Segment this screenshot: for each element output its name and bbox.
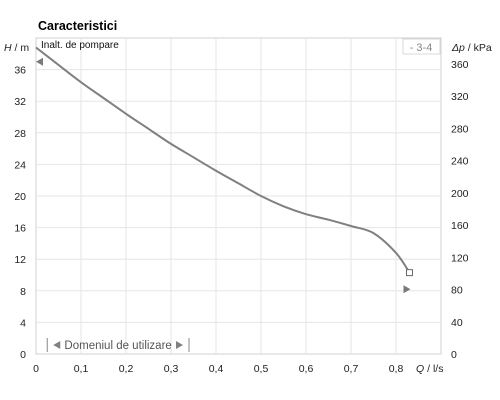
y-left-tick-label: 8	[20, 286, 26, 298]
y-left-tick-label: 28	[14, 128, 26, 140]
operating-range-label: Domeniul de utilizare	[64, 340, 171, 352]
left-axis-ticks: 0 4 8 12 16 20 24 28 32 36	[14, 65, 26, 361]
x-tick-label: 0	[33, 363, 39, 375]
y-right-tick-label: 280	[451, 123, 469, 135]
y-left-tick-label: 12	[14, 254, 26, 266]
y-left-tick-label: 16	[14, 223, 26, 235]
x-tick-label: 0,7	[344, 363, 359, 375]
y-right-tick-label: 240	[451, 156, 469, 168]
y-right-tick-label: 160	[451, 220, 469, 232]
x-tick-label: 0,1	[74, 363, 89, 375]
y-left-label: H / m	[4, 42, 29, 54]
chart-subtitle: Inalt. de pompare	[41, 40, 119, 51]
curve-id-label: - 3-4	[410, 42, 433, 54]
y-right-tick-label: 320	[451, 91, 469, 103]
right-axis-ticks: 0 40 80 120 160 200 240 280 320 360	[451, 59, 469, 361]
x-tick-label: 0,2	[119, 363, 134, 375]
grid	[36, 38, 441, 354]
y-right-tick-label: 0	[451, 349, 457, 361]
y-right-tick-label: 40	[451, 317, 463, 329]
y-right-tick-label: 200	[451, 188, 469, 200]
curve-id-box	[402, 38, 441, 55]
y-right-tick-label: 360	[451, 59, 469, 71]
chart-title: Caracteristici	[38, 19, 117, 33]
y-left-tick-label: 36	[14, 65, 26, 77]
y-left-tick-label: 24	[14, 159, 26, 171]
y-right-label: Δp / kPa	[451, 42, 492, 54]
pump-curve	[35, 46, 411, 274]
right-marker-arrow-icon	[403, 285, 411, 294]
series-group	[35, 46, 411, 274]
y-right-tick-label: 80	[451, 285, 463, 297]
y-left-tick-label: 20	[14, 191, 26, 203]
operating-range: Domeniul de utilizare	[46, 338, 190, 352]
x-axis-ticks: 0 0,1 0,2 0,3 0,4 0,5 0,6 0,7 0,8	[33, 363, 403, 375]
y-left-tick-label: 32	[14, 96, 26, 108]
y-right-tick-label: 120	[451, 252, 469, 264]
x-tick-label: 0,6	[299, 363, 314, 375]
range-right-arrow-icon	[176, 341, 183, 349]
x-tick-label: 0,5	[254, 363, 269, 375]
y-left-tick-label: 0	[20, 349, 26, 361]
markers-group	[36, 57, 413, 294]
curve-end-square-marker	[406, 269, 413, 277]
x-tick-label: 0,4	[209, 363, 224, 375]
x-axis-label: Q / l/s	[416, 363, 443, 375]
x-tick-label: 0,8	[389, 363, 404, 375]
y-left-tick-label: 4	[20, 317, 26, 329]
left-marker-arrow-icon	[36, 57, 43, 66]
x-tick-label: 0,3	[164, 363, 179, 375]
range-left-arrow-icon	[53, 341, 61, 349]
